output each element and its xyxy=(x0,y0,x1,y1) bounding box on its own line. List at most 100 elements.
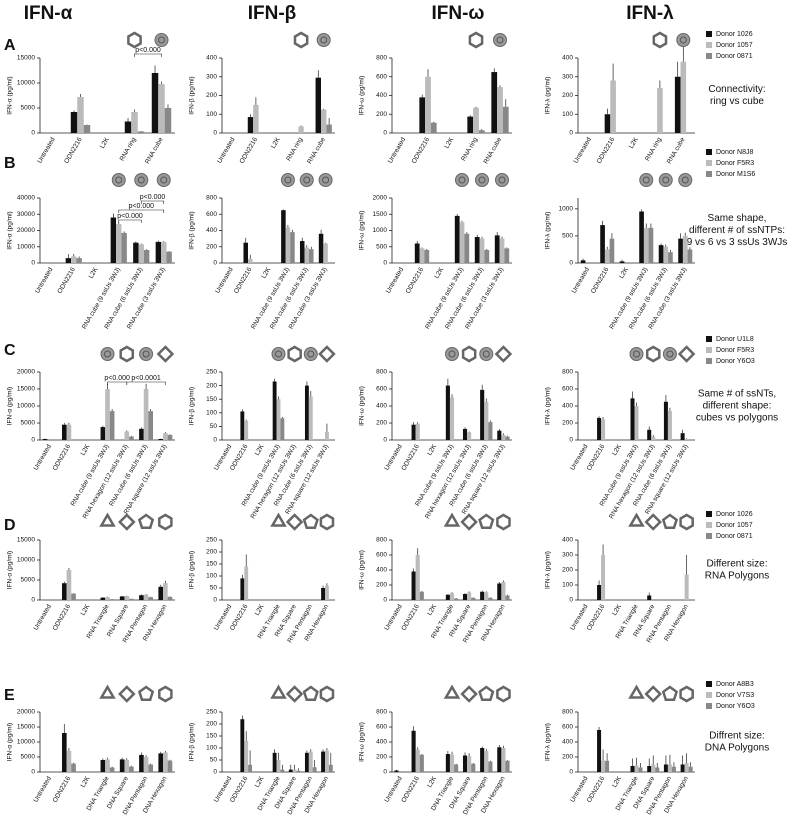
y-tick-label: 400 xyxy=(562,739,573,746)
y-tick-label: 250 xyxy=(206,537,217,544)
bar xyxy=(419,248,425,263)
bar xyxy=(425,76,431,133)
y-tick-label: 0 xyxy=(213,769,217,776)
legend-swatch xyxy=(706,358,712,364)
bar xyxy=(647,766,652,772)
category-label: ODN2216 xyxy=(52,443,73,472)
bar xyxy=(65,258,72,263)
bar xyxy=(129,766,134,772)
category-label: L2K xyxy=(433,266,445,280)
bar xyxy=(467,116,474,133)
bar xyxy=(163,583,168,600)
shape-icon xyxy=(302,513,319,529)
y-tick-label: 5000 xyxy=(21,754,36,761)
shape-icon xyxy=(137,513,155,529)
y-tick-label: 300 xyxy=(562,552,573,559)
bar xyxy=(324,585,329,600)
y-tick-label: 200 xyxy=(206,549,217,556)
bar xyxy=(244,420,249,440)
category-label: ODN2216 xyxy=(400,603,421,632)
cube-icon-inner xyxy=(115,176,123,184)
bar xyxy=(667,764,672,772)
bar xyxy=(163,752,168,772)
y-tick-label: 200 xyxy=(562,754,573,761)
bar xyxy=(501,582,506,600)
bar xyxy=(167,596,173,600)
bar xyxy=(276,399,281,440)
bar xyxy=(324,750,329,772)
cube-icon-inner xyxy=(320,36,328,44)
bar xyxy=(151,73,159,133)
legend-label: Donor 1057 xyxy=(716,42,753,49)
legend-swatch xyxy=(706,53,712,59)
category-label: L2K xyxy=(260,266,272,280)
cube-icon-inner xyxy=(275,350,282,358)
bar xyxy=(674,76,681,133)
y-axis-label: IFN-β (pg/ml) xyxy=(189,551,196,589)
y-axis-label: IFN-λ (pg/ml) xyxy=(545,77,552,115)
category-label: RNA cube (3 ssUs 3WJ) xyxy=(647,266,688,330)
y-tick-label: 5000 xyxy=(21,420,36,427)
cube-icon-inner xyxy=(679,36,687,44)
row-note: Diffrent size: xyxy=(709,731,764,742)
bar xyxy=(601,760,606,772)
legend-label: Donor U1L8 xyxy=(716,336,754,343)
bar xyxy=(320,109,327,133)
y-tick-label: 0 xyxy=(569,597,573,604)
y-tick-label: 50 xyxy=(210,423,218,430)
shape-icon xyxy=(478,685,495,701)
bar xyxy=(671,766,676,772)
bar xyxy=(480,389,485,440)
bar xyxy=(663,246,669,263)
bar xyxy=(479,238,485,263)
y-tick-label: 0 xyxy=(383,260,387,267)
y-tick-label: 1500 xyxy=(373,211,388,218)
legend-swatch xyxy=(706,522,712,528)
category-label: ODN2216 xyxy=(411,136,432,165)
bar xyxy=(276,760,281,772)
y-tick-label: 600 xyxy=(376,386,387,393)
bar xyxy=(484,250,490,263)
shape-icon xyxy=(158,513,173,531)
bar xyxy=(491,72,498,133)
bar xyxy=(280,418,285,440)
bar xyxy=(76,258,82,263)
bar xyxy=(504,248,510,263)
significance-bracket xyxy=(126,381,166,385)
y-tick-label: 300 xyxy=(562,73,573,80)
row-note: ring vs cube xyxy=(710,96,764,107)
shape-icon xyxy=(468,31,484,49)
category-label: L2K xyxy=(80,603,92,617)
y-tick-label: 0 xyxy=(213,597,217,604)
bar xyxy=(66,424,72,440)
y-tick-label: 800 xyxy=(376,537,387,544)
cube-icon xyxy=(156,173,171,187)
y-tick-label: 0 xyxy=(569,437,573,444)
p-value: p<0.000 xyxy=(117,213,143,220)
y-tick-label: 5000 xyxy=(21,577,36,584)
cube-icon-inner xyxy=(666,350,674,358)
y-tick-label: 20000 xyxy=(17,709,35,716)
cube-icon-inner xyxy=(303,176,311,184)
p-value: p<0.0001 xyxy=(131,375,160,382)
bar xyxy=(61,583,67,600)
bar xyxy=(505,595,510,600)
bar xyxy=(119,759,125,772)
bar xyxy=(298,126,304,133)
bar xyxy=(299,241,305,263)
bar xyxy=(83,125,91,133)
row-note: different shape: xyxy=(703,401,772,412)
shape-icon xyxy=(644,685,662,703)
y-tick-label: 0 xyxy=(383,130,387,137)
y-axis-label: IFN-β (pg/ml) xyxy=(189,723,196,761)
cube-icon xyxy=(303,347,318,361)
y-tick-label: 800 xyxy=(562,709,573,716)
bar xyxy=(100,597,106,600)
column-title: IFN-α xyxy=(24,3,73,24)
bar xyxy=(478,130,485,133)
bar xyxy=(100,427,106,440)
category-label: L2K xyxy=(426,443,438,457)
legend-label: Donor V7S3 xyxy=(716,692,754,699)
bar xyxy=(272,752,277,772)
